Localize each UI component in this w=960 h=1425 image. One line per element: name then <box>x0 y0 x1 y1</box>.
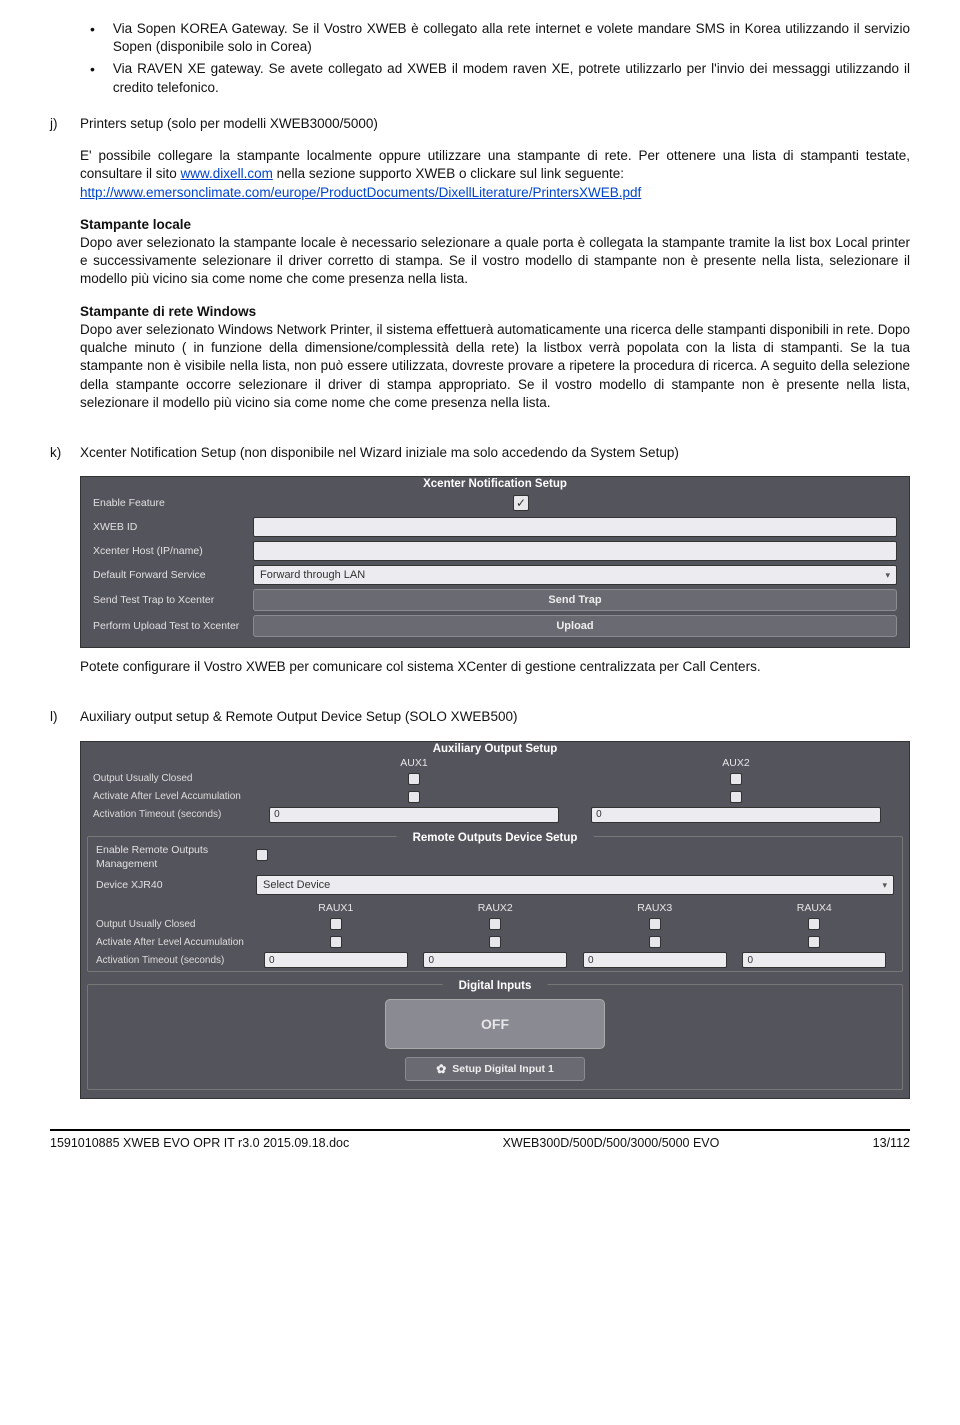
text: Dopo aver selezionato Windows Network Pr… <box>80 322 910 410</box>
link-dixell[interactable]: www.dixell.com <box>181 166 273 181</box>
aux-output-panel: Auxiliary Output Setup AUX1 AUX2 Output … <box>80 741 910 1100</box>
input-raux3-timeout[interactable]: 0 <box>583 952 727 968</box>
checkbox-raux2-level[interactable] <box>489 936 501 948</box>
checkbox-aux1-closed[interactable] <box>408 773 420 785</box>
checkbox-raux4-level[interactable] <box>808 936 820 948</box>
paragraph: Potete configurare il Vostro XWEB per co… <box>80 658 910 676</box>
col-raux1: RAUX1 <box>256 901 416 915</box>
paragraph: E' possibile collegare la stampante loca… <box>80 147 910 202</box>
label-enable-feature: Enable Feature <box>93 496 253 510</box>
xcenter-panel: Xcenter Notification Setup Enable Featur… <box>80 476 910 648</box>
label-enable-remote: Enable Remote Outputs Management <box>96 843 256 871</box>
label-forward-service: Default Forward Service <box>93 568 253 582</box>
checkbox-enable-feature[interactable]: ✓ <box>513 495 529 511</box>
section-l: l) Auxiliary output setup & Remote Outpu… <box>50 708 910 1109</box>
label-upload-test: Perform Upload Test to Xcenter <box>93 619 253 633</box>
label-device-xjr40: Device XJR40 <box>96 878 256 892</box>
panel-legend: Remote Outputs Device Setup <box>397 831 594 847</box>
col-raux4: RAUX4 <box>735 901 895 915</box>
checkbox-raux4-closed[interactable] <box>808 918 820 930</box>
input-raux4-timeout[interactable]: 0 <box>742 952 886 968</box>
label-output-closed: Output Usually Closed <box>96 918 256 932</box>
checkbox-aux2-closed[interactable] <box>730 773 742 785</box>
section-k: k) Xcenter Notification Setup (non dispo… <box>50 444 910 690</box>
checkbox-aux2-level[interactable] <box>730 791 742 803</box>
bullet-text: Via RAVEN XE gateway. Se avete collegato… <box>113 60 910 96</box>
heading-network: Stampante di rete Windows <box>80 304 256 319</box>
label-send-trap: Send Test Trap to Xcenter <box>93 593 253 607</box>
text: Dopo aver selezionato la stampante local… <box>80 235 910 286</box>
col-aux2: AUX2 <box>575 756 897 770</box>
footer-center: XWEB300D/500D/500/3000/5000 EVO <box>503 1135 720 1152</box>
send-trap-button[interactable]: Send Trap <box>253 589 897 611</box>
checkbox-raux2-closed[interactable] <box>489 918 501 930</box>
paragraph: Stampante locale Dopo aver selezionato l… <box>80 216 910 289</box>
upload-button[interactable]: Upload <box>253 615 897 637</box>
panel-legend: Digital Inputs <box>443 979 548 995</box>
input-raux2-timeout[interactable]: 0 <box>423 952 567 968</box>
input-raux1-timeout[interactable]: 0 <box>264 952 408 968</box>
bullet-text: Via Sopen KOREA Gateway. Se il Vostro XW… <box>113 20 910 56</box>
gear-icon: ✿ <box>436 1061 446 1077</box>
section-marker: j) <box>50 115 80 426</box>
checkbox-raux1-closed[interactable] <box>330 918 342 930</box>
col-aux1: AUX1 <box>253 756 575 770</box>
link-emerson[interactable]: http://www.emersonclimate.com/europe/Pro… <box>80 185 641 200</box>
checkbox-aux1-level[interactable] <box>408 791 420 803</box>
paragraph: Stampante di rete Windows Dopo aver sele… <box>80 303 910 412</box>
off-button[interactable]: OFF <box>385 999 605 1049</box>
bullet-list: Via Sopen KOREA Gateway. Se il Vostro XW… <box>50 20 910 97</box>
input-aux1-timeout[interactable]: 0 <box>269 807 559 823</box>
section-title: Auxiliary output setup & Remote Output D… <box>80 708 910 726</box>
section-title: Xcenter Notification Setup (non disponib… <box>80 444 910 462</box>
page-footer: 1591010885 XWEB EVO OPR IT r3.0 2015.09.… <box>50 1129 910 1152</box>
select-forward-service[interactable]: Forward through LAN <box>253 565 897 585</box>
aux-header-row: AUX1 AUX2 <box>87 756 903 770</box>
heading-local: Stampante locale <box>80 217 191 232</box>
label-activate-level: Activate After Level Accumulation <box>96 936 256 950</box>
input-xweb-id[interactable] <box>253 517 897 537</box>
select-device-xjr40[interactable]: Select Device <box>256 875 894 895</box>
label-activate-level: Activate After Level Accumulation <box>93 790 253 804</box>
text: nella sezione supporto XWEB o clickare s… <box>277 166 624 181</box>
checkbox-raux3-level[interactable] <box>649 936 661 948</box>
checkbox-enable-remote[interactable] <box>256 849 268 861</box>
col-raux3: RAUX3 <box>575 901 735 915</box>
section-marker: k) <box>50 444 80 690</box>
label-xweb-id: XWEB ID <box>93 520 253 534</box>
section-j: j) Printers setup (solo per modelli XWEB… <box>50 115 910 426</box>
checkbox-raux1-level[interactable] <box>330 936 342 948</box>
panel-legend: Auxiliary Output Setup <box>417 742 574 758</box>
button-label: Setup Digital Input 1 <box>452 1062 554 1076</box>
label-activation-timeout: Activation Timeout (seconds) <box>93 808 253 822</box>
bullet-item: Via Sopen KOREA Gateway. Se il Vostro XW… <box>90 20 910 56</box>
section-title: Printers setup (solo per modelli XWEB300… <box>80 115 910 133</box>
footer-left: 1591010885 XWEB EVO OPR IT r3.0 2015.09.… <box>50 1135 349 1152</box>
checkbox-raux3-closed[interactable] <box>649 918 661 930</box>
input-xcenter-host[interactable] <box>253 541 897 561</box>
section-marker: l) <box>50 708 80 1109</box>
bullet-item: Via RAVEN XE gateway. Se avete collegato… <box>90 60 910 96</box>
input-aux2-timeout[interactable]: 0 <box>591 807 881 823</box>
label-xcenter-host: Xcenter Host (IP/name) <box>93 544 253 558</box>
col-raux2: RAUX2 <box>416 901 576 915</box>
label-activation-timeout: Activation Timeout (seconds) <box>96 954 256 968</box>
footer-right: 13/112 <box>873 1135 910 1152</box>
label-output-closed: Output Usually Closed <box>93 772 253 786</box>
setup-digital-input-button[interactable]: ✿ Setup Digital Input 1 <box>405 1057 585 1081</box>
panel-legend: Xcenter Notification Setup <box>407 477 583 493</box>
